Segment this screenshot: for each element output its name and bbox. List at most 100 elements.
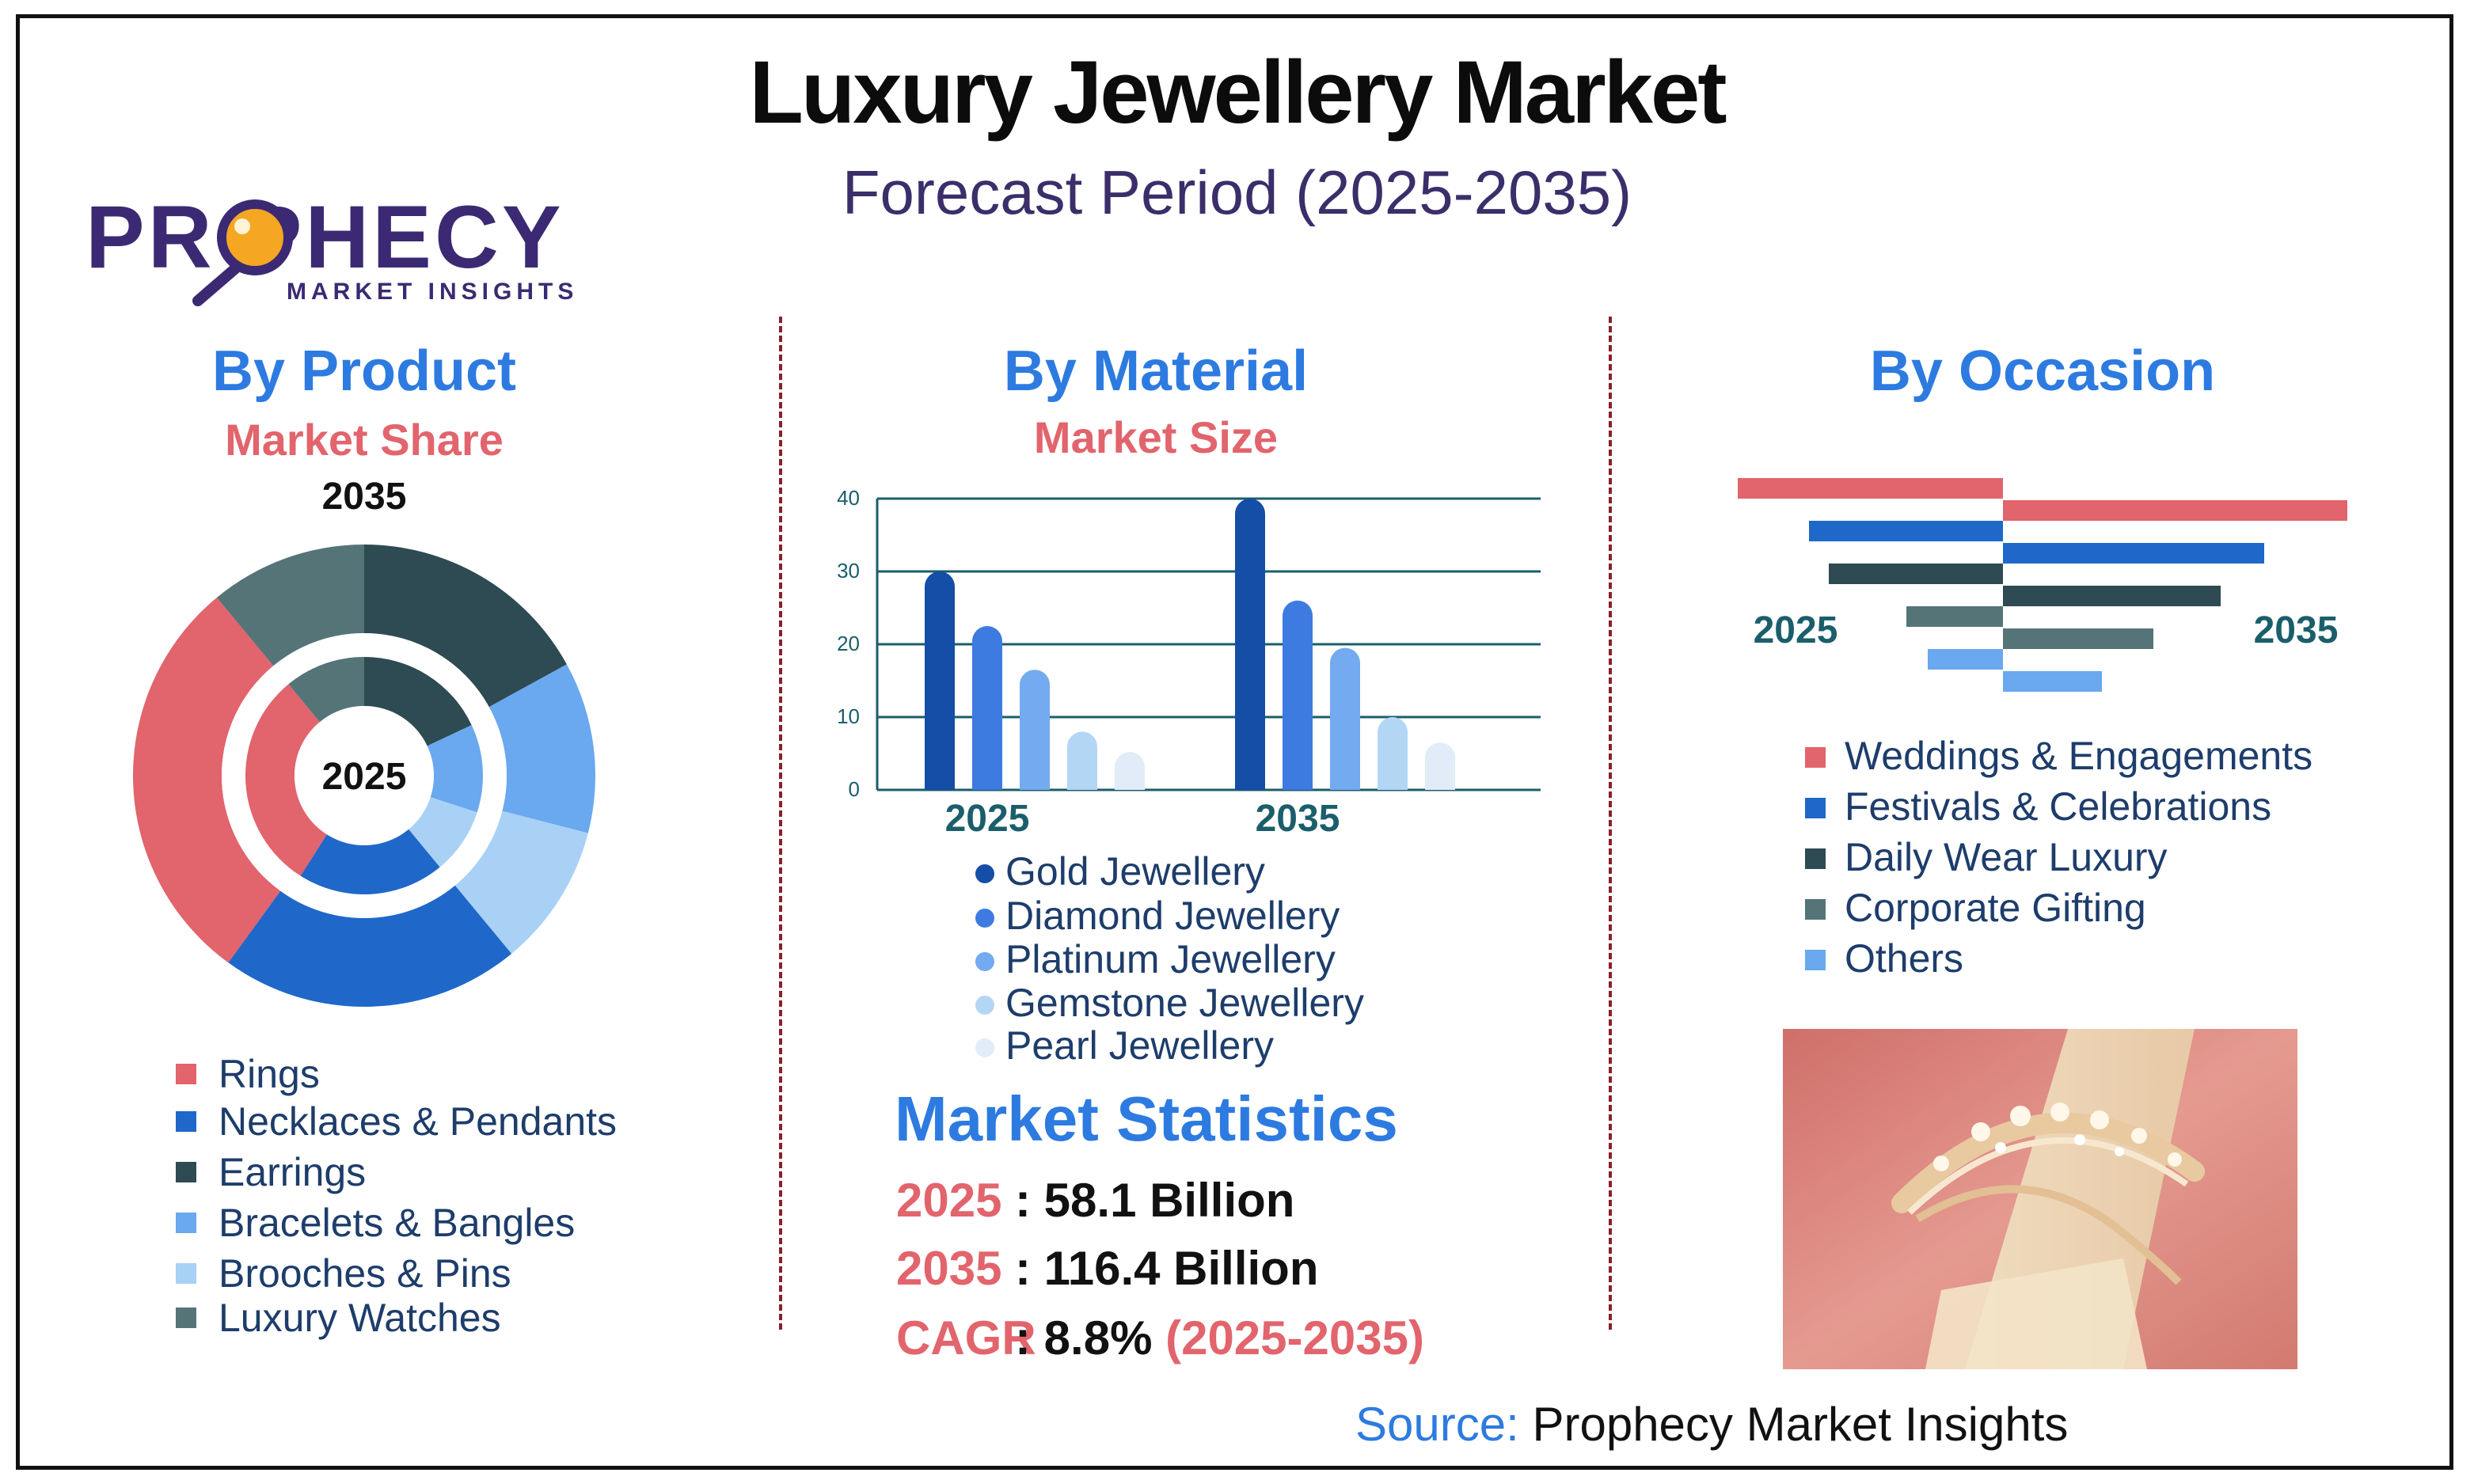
legend-label-gemstone-jewellery: Gemstone Jewellery bbox=[1005, 981, 1364, 1025]
bar-2025-gemstone-jewellery bbox=[1067, 731, 1097, 790]
legend-swatch-brooches-and-pins bbox=[176, 1263, 196, 1284]
bar-2035-diamond-jewellery bbox=[1283, 600, 1313, 790]
statistic-separator: : bbox=[1015, 1242, 1044, 1295]
legend-label-necklaces-and-pendants: Necklaces & Pendants bbox=[219, 1099, 618, 1144]
legend-swatch-corporate-gifting bbox=[1805, 899, 1826, 920]
bar-2025-platinum-jewellery bbox=[1020, 670, 1050, 790]
donut-hole bbox=[295, 706, 434, 845]
legend-label-luxury-watches: Luxury Watches bbox=[219, 1296, 501, 1340]
material-heading: By Material bbox=[1003, 340, 1309, 403]
legend-label-pearl-jewellery: Pearl Jewellery bbox=[1005, 1023, 1275, 1068]
legend-label-earrings: Earrings bbox=[219, 1150, 367, 1194]
occasion-bar-2035-others bbox=[2003, 671, 2102, 692]
source-line: Source: Prophecy Market Insights bbox=[1355, 1397, 2068, 1452]
legend-swatch-luxury-watches bbox=[176, 1308, 196, 1328]
legend-label-festivals-and-celebrations: Festivals & Celebrations bbox=[1845, 784, 2272, 829]
legend-label-brooches-and-pins: Brooches & Pins bbox=[219, 1251, 511, 1296]
source-text: Prophecy Market Insights bbox=[1532, 1398, 2069, 1451]
donut-slice-2025-rings bbox=[245, 684, 327, 876]
y-tick-label-0: 0 bbox=[849, 777, 860, 801]
legend-swatch-bracelets-and-bangles bbox=[176, 1213, 196, 1233]
donut-slice-2035-luxury-watches bbox=[216, 545, 364, 666]
legend-label-daily-wear-luxury: Daily Wear Luxury bbox=[1845, 835, 2168, 879]
material-bars bbox=[925, 499, 1455, 790]
x-tick-label-2035: 2035 bbox=[1256, 798, 1340, 840]
statistic-key: CAGR bbox=[896, 1311, 1036, 1364]
column-divider-left bbox=[779, 317, 782, 1330]
occasion-bar-2025-corporate-gifting bbox=[1906, 606, 2003, 627]
occasion-bar-2035-weddings-and-engagements bbox=[2003, 500, 2347, 521]
legend-swatch-festivals-and-celebrations bbox=[1805, 798, 1826, 818]
statistic-row-2035: 2035: 116.4 Billion bbox=[896, 1241, 1318, 1296]
legend-label-others: Others bbox=[1845, 936, 1964, 981]
legend-dot-diamond-jewellery bbox=[975, 909, 994, 928]
y-tick-label-20: 20 bbox=[837, 632, 860, 655]
legend-label-bracelets-and-bangles: Bracelets & Bangles bbox=[219, 1201, 576, 1245]
occasion-bar-2025-others bbox=[1928, 649, 2003, 670]
occasion-bar-2035-festivals-and-celebrations bbox=[2003, 543, 2264, 564]
legend-dot-pearl-jewellery bbox=[975, 1038, 994, 1057]
legend-swatch-earrings bbox=[176, 1162, 196, 1182]
legend-label-gold-jewellery: Gold Jewellery bbox=[1005, 849, 1265, 894]
occasion-bar-chart: 2025 2035 bbox=[1738, 478, 2347, 692]
bar-2035-gold-jewellery bbox=[1235, 499, 1265, 790]
logo-tagline: MARKET INSIGHTS bbox=[287, 279, 578, 305]
legend-swatch-others bbox=[1805, 950, 1826, 970]
occasion-bars bbox=[1738, 478, 2347, 692]
legend-swatch-weddings-and-engagements bbox=[1805, 747, 1826, 768]
legend-label-corporate-gifting: Corporate Gifting bbox=[1845, 886, 2146, 930]
y-tick-label-40: 40 bbox=[837, 486, 860, 510]
bar-2025-pearl-jewellery bbox=[1115, 752, 1145, 790]
y-tick-label-10: 10 bbox=[837, 704, 860, 728]
legend-label-rings: Rings bbox=[219, 1052, 320, 1096]
occasion-bar-2025-festivals-and-celebrations bbox=[1809, 521, 2003, 541]
donut-outer-year-label: 2035 bbox=[321, 476, 407, 518]
statistic-value: 116.4 Billion bbox=[1043, 1242, 1319, 1295]
tiara-photo bbox=[1783, 1029, 2297, 1369]
donut-slice-2035-rings bbox=[132, 598, 281, 963]
legend-label-weddings-and-engagements: Weddings & Engagements bbox=[1845, 734, 2313, 778]
donut-slice-2035-earrings bbox=[364, 545, 567, 708]
logo-wordmark: PR PHECY bbox=[86, 188, 564, 287]
occasion-bar-2025-weddings-and-engagements bbox=[1738, 478, 2003, 499]
statistic-value: 58.1 Billion bbox=[1043, 1174, 1295, 1227]
statistic-separator: : bbox=[1015, 1311, 1044, 1364]
legend-dot-gold-jewellery bbox=[975, 864, 994, 883]
occasion-bar-2035-corporate-gifting bbox=[2003, 628, 2153, 649]
statistic-key: 2035 bbox=[896, 1242, 1002, 1295]
legend-swatch-daily-wear-luxury bbox=[1805, 848, 1826, 869]
tiara-icon bbox=[1891, 1103, 2205, 1285]
donut-slice-2025-luxury-watches bbox=[288, 657, 364, 723]
bar-2035-pearl-jewellery bbox=[1425, 742, 1455, 790]
product-heading: By Product bbox=[211, 340, 517, 403]
occasion-bar-2035-daily-wear-luxury bbox=[2003, 586, 2221, 606]
occasion-right-year-label: 2035 bbox=[2254, 609, 2339, 651]
source-label: Source: bbox=[1355, 1398, 1519, 1451]
occasion-left-year-label: 2025 bbox=[1754, 609, 1838, 651]
donut-inner-ring bbox=[245, 657, 483, 894]
bar-2035-platinum-jewellery bbox=[1330, 647, 1360, 790]
legend-swatch-rings bbox=[176, 1064, 196, 1084]
magnifier-icon bbox=[192, 199, 293, 306]
donut-slice-2025-brooches-and-pins bbox=[409, 797, 477, 867]
legend-swatch-necklaces-and-pendants bbox=[176, 1111, 196, 1132]
donut-slice-2035-bracelets-and-bangles bbox=[488, 664, 595, 833]
statistic-value: 8.8% bbox=[1043, 1311, 1153, 1364]
donut-inner-year-label: 2025 bbox=[322, 756, 407, 798]
legend-label-diamond-jewellery: Diamond Jewellery bbox=[1005, 894, 1340, 938]
product-subheading: Market Share bbox=[225, 415, 504, 465]
legend-label-platinum-jewellery: Platinum Jewellery bbox=[1005, 937, 1336, 981]
donut-slice-2025-bracelets-and-bangles bbox=[427, 725, 483, 813]
statistic-period: (2025-2035) bbox=[1152, 1311, 1424, 1364]
bar-2025-gold-jewellery bbox=[925, 571, 955, 790]
y-tick-label-30: 30 bbox=[837, 559, 860, 583]
statistic-key: 2025 bbox=[896, 1174, 1002, 1227]
material-bar-chart: 0 10 20 30 40 2025 2035 bbox=[837, 486, 1541, 840]
product-donut-chart: 2025 bbox=[132, 545, 595, 1007]
donut-outer-ring bbox=[132, 545, 595, 1007]
material-subheading: Market Size bbox=[1033, 412, 1279, 462]
statistics-heading: Market Statistics bbox=[895, 1084, 1398, 1154]
material-x-labels: 2025 2035 bbox=[945, 798, 1340, 840]
donut-slice-2035-necklaces-and-pendants bbox=[228, 885, 512, 1007]
